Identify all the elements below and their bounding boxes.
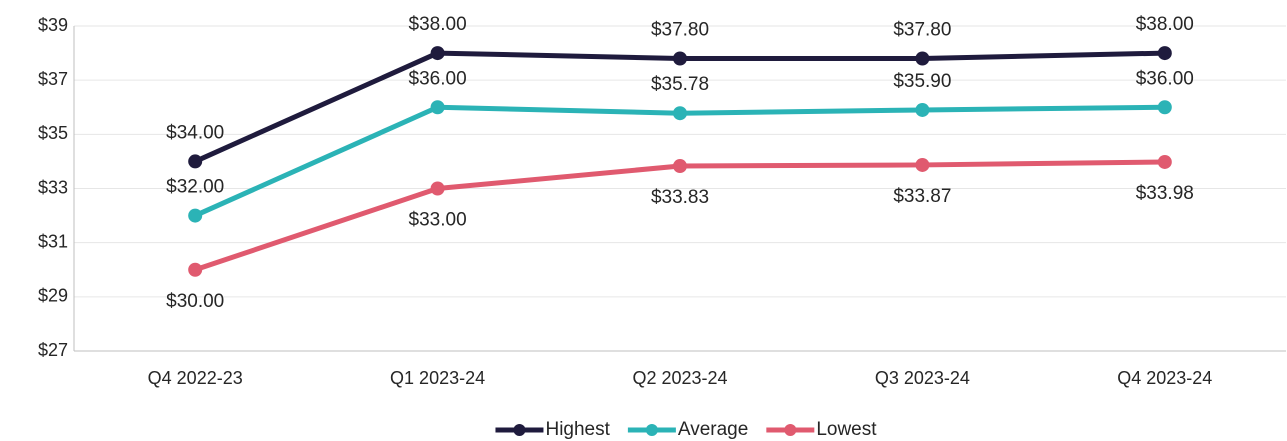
point: [188, 154, 203, 169]
point: [430, 100, 445, 115]
y-tick-label: $35: [38, 123, 68, 143]
data-label: $38.00: [1136, 14, 1194, 35]
point: [1157, 46, 1172, 61]
point: [188, 208, 203, 223]
y-tick-label: $37: [38, 69, 68, 89]
y-tick-label: $33: [38, 177, 68, 197]
legend-marker: [645, 424, 658, 436]
point: [915, 157, 930, 172]
y-tick-label: $39: [38, 15, 68, 35]
point: [915, 102, 930, 117]
point: [673, 106, 687, 121]
x-tick-label: Q4 2023-24: [1117, 368, 1212, 388]
data-label: $38.00: [409, 14, 467, 35]
point: [915, 51, 930, 66]
data-label: $35.90: [893, 71, 951, 92]
legend-label: Lowest: [816, 419, 877, 440]
data-label: $35.78: [651, 74, 709, 95]
data-label: $30.00: [166, 291, 224, 312]
y-tick-label: $27: [38, 340, 68, 360]
point: [1157, 100, 1172, 115]
data-label: $34.00: [166, 122, 224, 143]
data-label: $33.83: [651, 187, 709, 208]
data-label: $33.00: [409, 210, 467, 231]
data-label: $36.00: [1136, 68, 1194, 89]
legend-label: Average: [678, 419, 748, 440]
x-tick-label: Q1 2023-24: [390, 368, 485, 388]
legend-label: Highest: [545, 419, 610, 440]
data-label: $36.00: [409, 68, 467, 89]
legend-marker: [513, 424, 526, 436]
point: [430, 46, 445, 61]
point: [1157, 154, 1172, 169]
legend: Highest Average Lowest: [495, 419, 877, 440]
data-label: $37.80: [651, 20, 709, 41]
x-tick-label: Q4 2022-23: [148, 368, 243, 388]
data-label: $33.87: [893, 186, 951, 207]
data-label: $37.80: [893, 20, 951, 41]
x-tick-label: Q2 2023-24: [632, 368, 727, 388]
point: [673, 159, 687, 174]
legend-marker: [784, 424, 797, 436]
y-tick-label: $29: [38, 286, 68, 306]
data-label: $33.98: [1136, 183, 1194, 204]
point: [188, 262, 203, 277]
point: [430, 181, 445, 196]
series-line: [194, 159, 1165, 273]
x-tick-label: Q3 2023-24: [875, 368, 970, 388]
point: [673, 51, 687, 66]
data-label: $32.00: [166, 177, 224, 198]
y-tick-label: $31: [38, 231, 68, 251]
